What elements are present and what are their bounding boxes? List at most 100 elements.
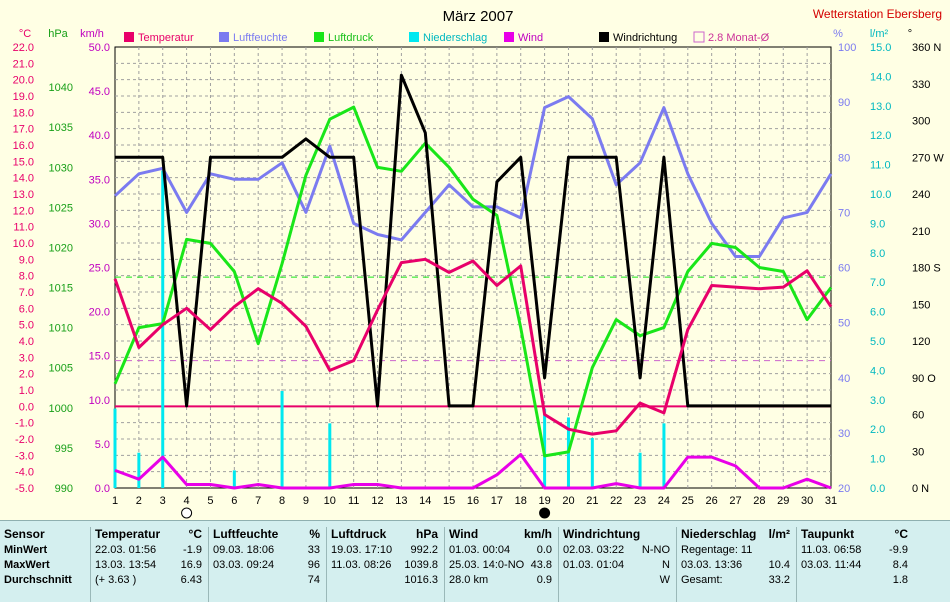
x-tick-label: 1 bbox=[112, 495, 118, 507]
tick-label-temperature: 6.0 bbox=[19, 303, 34, 315]
tick-label-precipitation: 2.0 bbox=[870, 424, 885, 436]
stats-wind-title: Wind bbox=[449, 527, 479, 541]
tick-label-temperature: 9.0 bbox=[19, 254, 34, 266]
precipitation-bar bbox=[638, 452, 642, 488]
tick-label-pressure: 1040 bbox=[49, 82, 73, 94]
tick-label-wind: 15.0 bbox=[89, 351, 110, 363]
tick-label-temperature: 2.0 bbox=[19, 369, 34, 381]
stats-pressure-section: Luftdruck hPa 19.03. 17:10 992.2 11.03. 08… bbox=[326, 527, 444, 602]
chart-title: März 2007 bbox=[443, 8, 514, 25]
x-tick-label: 18 bbox=[515, 495, 527, 507]
stats-humidity-section: Luftfeuchte% 09.03. 18:06 33 03.03. 09:24… bbox=[208, 527, 326, 602]
tick-label-direction: 330 bbox=[912, 79, 930, 91]
tick-label-temperature: 14.0 bbox=[13, 173, 34, 185]
stats-dewpoint-section: Taupunkt °C 11.03. 06:58 -9.9 03.03. 11:44… bbox=[796, 527, 914, 602]
unit-pressure: hPa bbox=[48, 28, 68, 40]
tick-label-wind: 10.0 bbox=[89, 395, 110, 407]
tick-label-direction: 150 bbox=[912, 299, 930, 311]
x-axis-ticks: 1 2 3 4 5 6 7 8 9 10 11 12 13 14 15 16 17 18 19 20 21 22 23 24 2… bbox=[112, 495, 837, 507]
x-tick-label: 15 bbox=[443, 495, 455, 507]
unit-wind: km/h bbox=[80, 28, 104, 40]
series-line-luftdruck bbox=[113, 105, 833, 458]
tick-label-direction: 270 W bbox=[912, 152, 944, 164]
legend-precipitation: Niederschlag bbox=[423, 32, 487, 44]
tick-label-temperature: 11.0 bbox=[13, 222, 34, 234]
x-tick-label: 3 bbox=[160, 495, 166, 507]
legend-swatch-wind bbox=[504, 32, 514, 42]
tick-label-wind: 40.0 bbox=[89, 130, 110, 142]
tick-label-pressure: 1020 bbox=[49, 242, 73, 254]
tick-label-temperature: -3.0 bbox=[15, 450, 34, 462]
stats-wind-min-time: 01.03. 00:04 bbox=[449, 544, 511, 556]
stats-dewpoint-min-value: -9.9 bbox=[889, 544, 908, 556]
stats-pressure-title: Luftdruck bbox=[331, 527, 387, 541]
x-tick-label: 22 bbox=[610, 495, 622, 507]
precipitation-bar bbox=[328, 423, 332, 488]
tick-label-direction: 90 O bbox=[912, 373, 936, 385]
tick-label-wind: 5.0 bbox=[95, 439, 110, 451]
x-tick-label: 6 bbox=[231, 495, 237, 507]
stats-wind-section: Wind km/h 01.03. 00:04 0.0 25.03. 14:0-NO 4… bbox=[444, 527, 558, 602]
stats-dewpoint-max-time: 03.03. 11:44 bbox=[801, 559, 862, 571]
stats-temperature-unit: °C bbox=[188, 527, 202, 541]
x-tick-label: 30 bbox=[801, 495, 813, 507]
x-tick-label: 8 bbox=[279, 495, 285, 507]
stats-pressure-avg-value: 1016.3 bbox=[404, 574, 438, 586]
stats-humidity-max-value: 96 bbox=[307, 559, 320, 571]
legend-average: 2.8 Monat-Ø bbox=[708, 32, 770, 44]
tick-label-precipitation: 9.0 bbox=[870, 218, 885, 230]
series-line-temperatur bbox=[113, 257, 833, 436]
stats-humidity-max-time: 03.03. 09:24 bbox=[213, 559, 275, 571]
stats-temperature-section: Temperatur °C 22.03. 01:56 -1.9 13.03. 13:… bbox=[90, 527, 208, 602]
x-tick-label: 4 bbox=[184, 495, 190, 507]
x-tick-label: 24 bbox=[658, 495, 670, 507]
stats-direction-title: Windrichtung bbox=[563, 527, 641, 541]
stats-wind-avg-note: 28.0 km bbox=[449, 574, 489, 586]
tick-label-direction: 30 bbox=[912, 446, 924, 458]
stats-direction-max-time: 01.03. 01:04 bbox=[563, 559, 625, 571]
series-line-wind bbox=[114, 453, 832, 490]
tick-label-wind: 35.0 bbox=[89, 174, 110, 186]
tick-label-wind: 30.0 bbox=[89, 218, 110, 230]
stats-direction-section: Windrichtung 02.03. 03:22 N-NO 01.03. 01:… bbox=[558, 527, 676, 602]
stats-direction-min-value: N-NO bbox=[641, 544, 670, 556]
x-tick-label: 21 bbox=[586, 495, 598, 507]
tick-label-precipitation: 12.0 bbox=[870, 130, 891, 142]
precipitation-bar bbox=[232, 470, 236, 488]
moon-full-icon bbox=[181, 507, 193, 519]
stats-precip-max-value: 10.4 bbox=[768, 559, 790, 571]
legend-swatch-direction bbox=[599, 32, 609, 42]
tick-label-direction: 360 N bbox=[912, 42, 941, 54]
tick-label-precipitation: 6.0 bbox=[870, 307, 885, 319]
tick-label-temperature: 10.0 bbox=[13, 238, 34, 250]
tick-label-temperature: 17.0 bbox=[13, 124, 34, 136]
x-tick-label: 2 bbox=[136, 495, 142, 507]
stats-sensor-section: Sensor MinWert MaxWert Durchschnitt bbox=[0, 527, 90, 602]
tick-label-direction: 300 bbox=[912, 116, 930, 128]
tick-label-pressure: 1010 bbox=[49, 323, 73, 335]
station-name: Wetterstation Ebersberg bbox=[813, 7, 942, 21]
tick-label-direction: 0 N bbox=[912, 483, 929, 495]
stats-temperature-avg-value: 6.43 bbox=[180, 574, 202, 586]
tick-label-precipitation: 13.0 bbox=[870, 101, 891, 113]
x-tick-label: 13 bbox=[395, 495, 407, 507]
statistics-panel: Sensor MinWert MaxWert Durchschnitt Temp… bbox=[0, 520, 950, 602]
legend-swatch-pressure bbox=[314, 32, 324, 42]
tick-label-wind: 0.0 bbox=[95, 483, 110, 495]
stats-humidity-min-time: 09.03. 18:06 bbox=[213, 544, 275, 556]
tick-label-humidity: 40 bbox=[838, 373, 850, 385]
stats-direction-max-value: N bbox=[662, 559, 670, 571]
stats-label-avg: Durchschnitt bbox=[4, 574, 72, 586]
tick-label-precipitation: 0.0 bbox=[870, 483, 885, 495]
tick-label-temperature: -5.0 bbox=[15, 483, 34, 495]
x-tick-label: 16 bbox=[467, 495, 479, 507]
tick-label-direction: 210 bbox=[912, 226, 930, 238]
precipitation-bar bbox=[137, 452, 141, 488]
tick-label-humidity: 100 bbox=[838, 42, 856, 54]
stats-wind-min-value: 0.0 bbox=[536, 544, 552, 556]
stats-humidity-avg-value: 74 bbox=[307, 574, 320, 586]
tick-label-precipitation: 11.0 bbox=[870, 160, 891, 172]
axis-ticks: 22.0 21.0 20.0 19.0 18.0 17.0 16.0 15.0 14.0 13.0… bbox=[13, 42, 945, 495]
stats-wind-avg-value: 0.9 bbox=[536, 574, 552, 586]
x-tick-label: 29 bbox=[777, 495, 789, 507]
